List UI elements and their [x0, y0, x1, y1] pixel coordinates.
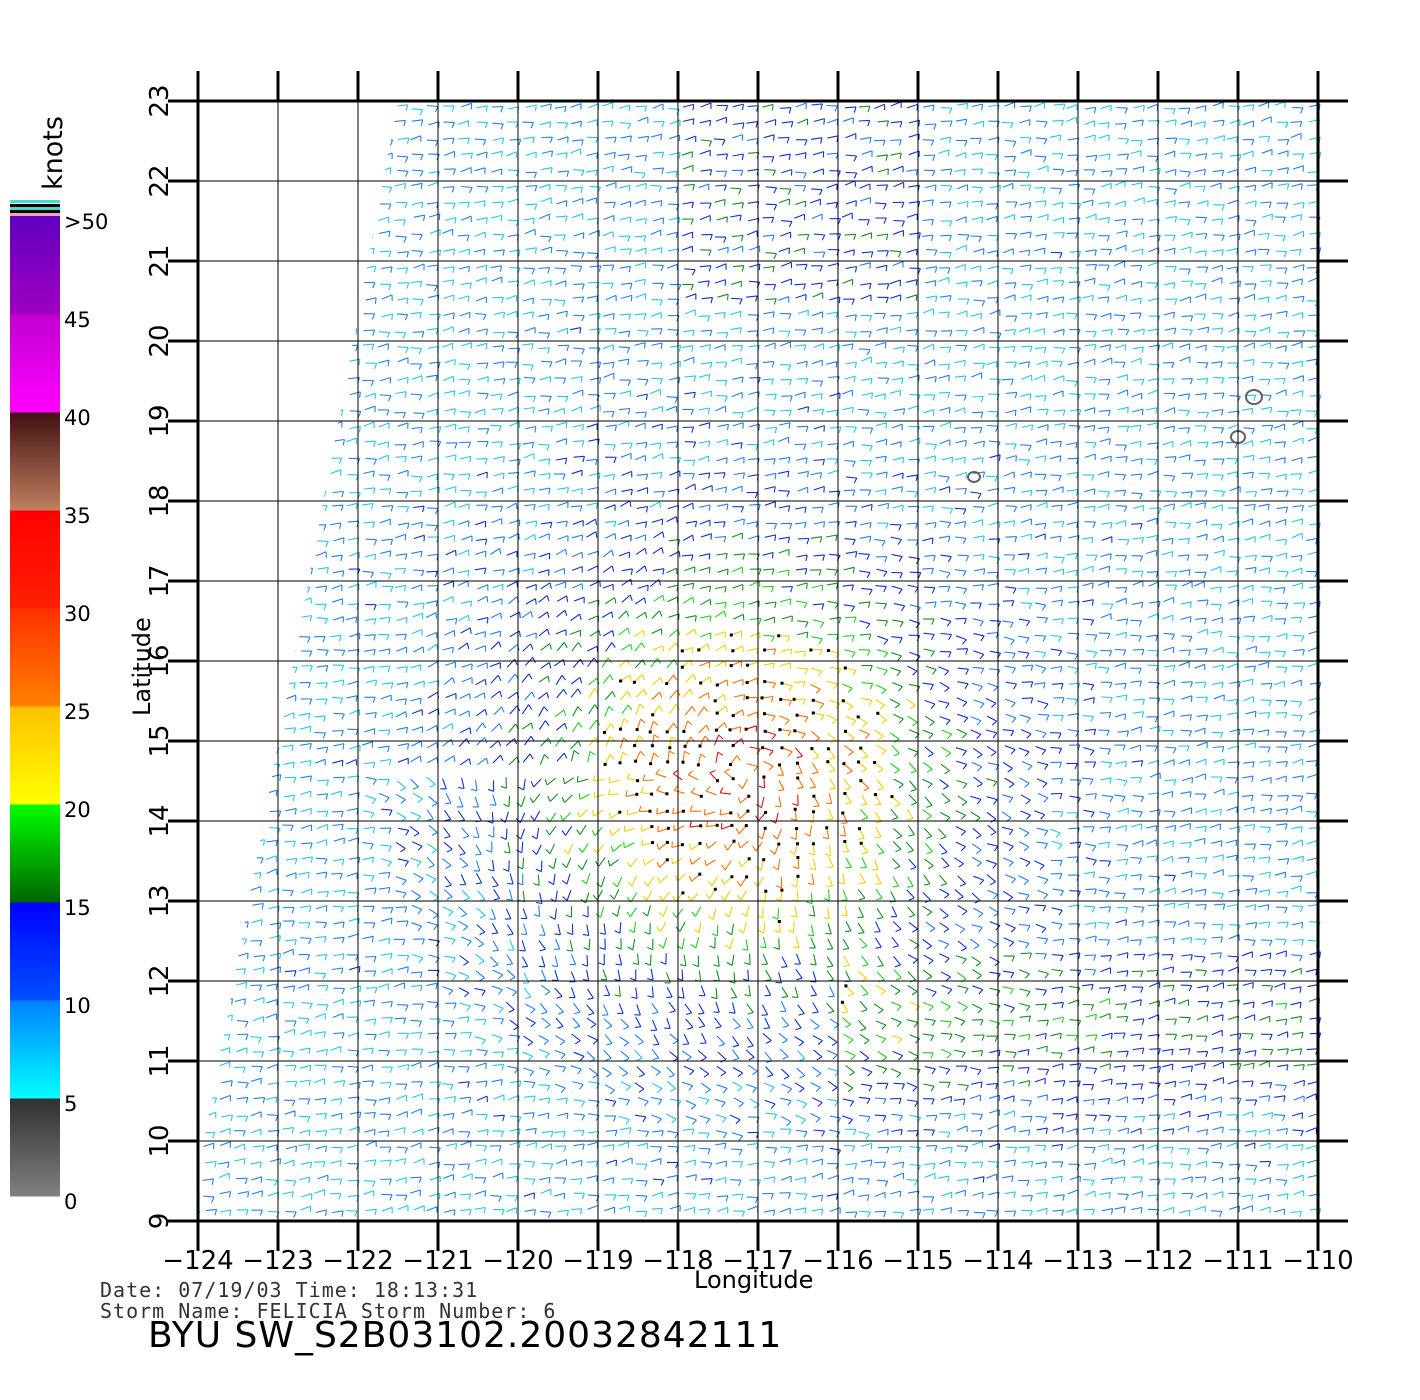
- color-scale-bar: [10, 200, 60, 1197]
- lat-tick-label: 9: [145, 1213, 175, 1230]
- lon-tick-label: −110: [1282, 1246, 1353, 1276]
- legend-label: 40: [64, 406, 91, 430]
- color-bin-10-15: [10, 902, 60, 1001]
- lat-tick-label: 19: [145, 404, 175, 437]
- color-bin-0-5: [10, 1098, 60, 1197]
- lon-tick-label: −114: [962, 1246, 1033, 1276]
- storm-info-line: Storm Name: FELICIA Storm Number: 6: [100, 1299, 557, 1323]
- lat-tick-label: 16: [145, 644, 175, 677]
- legend-label: 30: [64, 602, 91, 626]
- lon-tick-label: −115: [882, 1246, 953, 1276]
- lat-tick-label: 11: [145, 1044, 175, 1077]
- island-outline: [1245, 389, 1263, 405]
- color-bin-30-35: [10, 510, 60, 609]
- lat-tick-label: 10: [145, 1124, 175, 1157]
- date-time-line: Date: 07/19/03 Time: 18:13:31: [100, 1278, 479, 1302]
- lon-tick-label: −122: [322, 1246, 393, 1276]
- lon-tick-label: −120: [482, 1246, 553, 1276]
- legend-label: 0: [64, 1190, 78, 1214]
- legend-label: 5: [64, 1092, 78, 1116]
- color-bin-20-25: [10, 706, 60, 805]
- lon-tick-label: −124: [162, 1246, 233, 1276]
- legend-label: 25: [64, 700, 91, 724]
- color-bin-45-50: [10, 216, 60, 315]
- lon-tick-label: −119: [562, 1246, 633, 1276]
- lon-tick-label: −118: [642, 1246, 713, 1276]
- lat-tick-label: 21: [145, 244, 175, 277]
- lat-lon-grid: [168, 71, 1348, 1251]
- lon-tick-label: −116: [802, 1246, 873, 1276]
- lat-tick-label: 15: [145, 724, 175, 757]
- lat-tick-label: 14: [145, 804, 175, 837]
- lat-tick-label: 20: [145, 324, 175, 357]
- color-bin-25-30: [10, 608, 60, 707]
- legend-label: 15: [64, 896, 91, 920]
- file-title: BYU SW_S2B03102.20032842111: [148, 1315, 783, 1356]
- lon-tick-label: −111: [1202, 1246, 1273, 1276]
- island-outline: [967, 471, 981, 483]
- lon-tick-label: −121: [402, 1246, 473, 1276]
- lat-tick-label: 12: [145, 964, 175, 997]
- color-bin-15-20: [10, 804, 60, 903]
- legend-label: 10: [64, 994, 91, 1018]
- lon-tick-label: −123: [242, 1246, 313, 1276]
- lat-tick-label: 13: [145, 884, 175, 917]
- legend-label: 35: [64, 504, 91, 528]
- lon-tick-label: −113: [1042, 1246, 1113, 1276]
- y-axis-title: Latitude: [128, 617, 156, 716]
- wind-barbs: [198, 101, 1322, 1219]
- lat-tick-label: 22: [145, 164, 175, 197]
- color-bin-40-45: [10, 314, 60, 413]
- color-bin-5-10: [10, 1000, 60, 1099]
- legend-label: 20: [64, 798, 91, 822]
- x-axis-title: Longitude: [694, 1266, 814, 1294]
- lat-tick-label: 18: [145, 484, 175, 517]
- legend-label: >50: [64, 210, 109, 234]
- lon-tick-label: −117: [722, 1246, 793, 1276]
- legend-units-label: knots: [38, 116, 69, 190]
- legend-label: 45: [64, 308, 91, 332]
- lon-tick-label: −112: [1122, 1246, 1193, 1276]
- tick-labels: −124 −123 −122 −121 −120 −119 −118 −117 −116 −115…: [145, 84, 1354, 1276]
- lat-tick-label: 23: [145, 84, 175, 117]
- color-bin-35-40: [10, 412, 60, 511]
- lat-tick-label: 17: [145, 564, 175, 597]
